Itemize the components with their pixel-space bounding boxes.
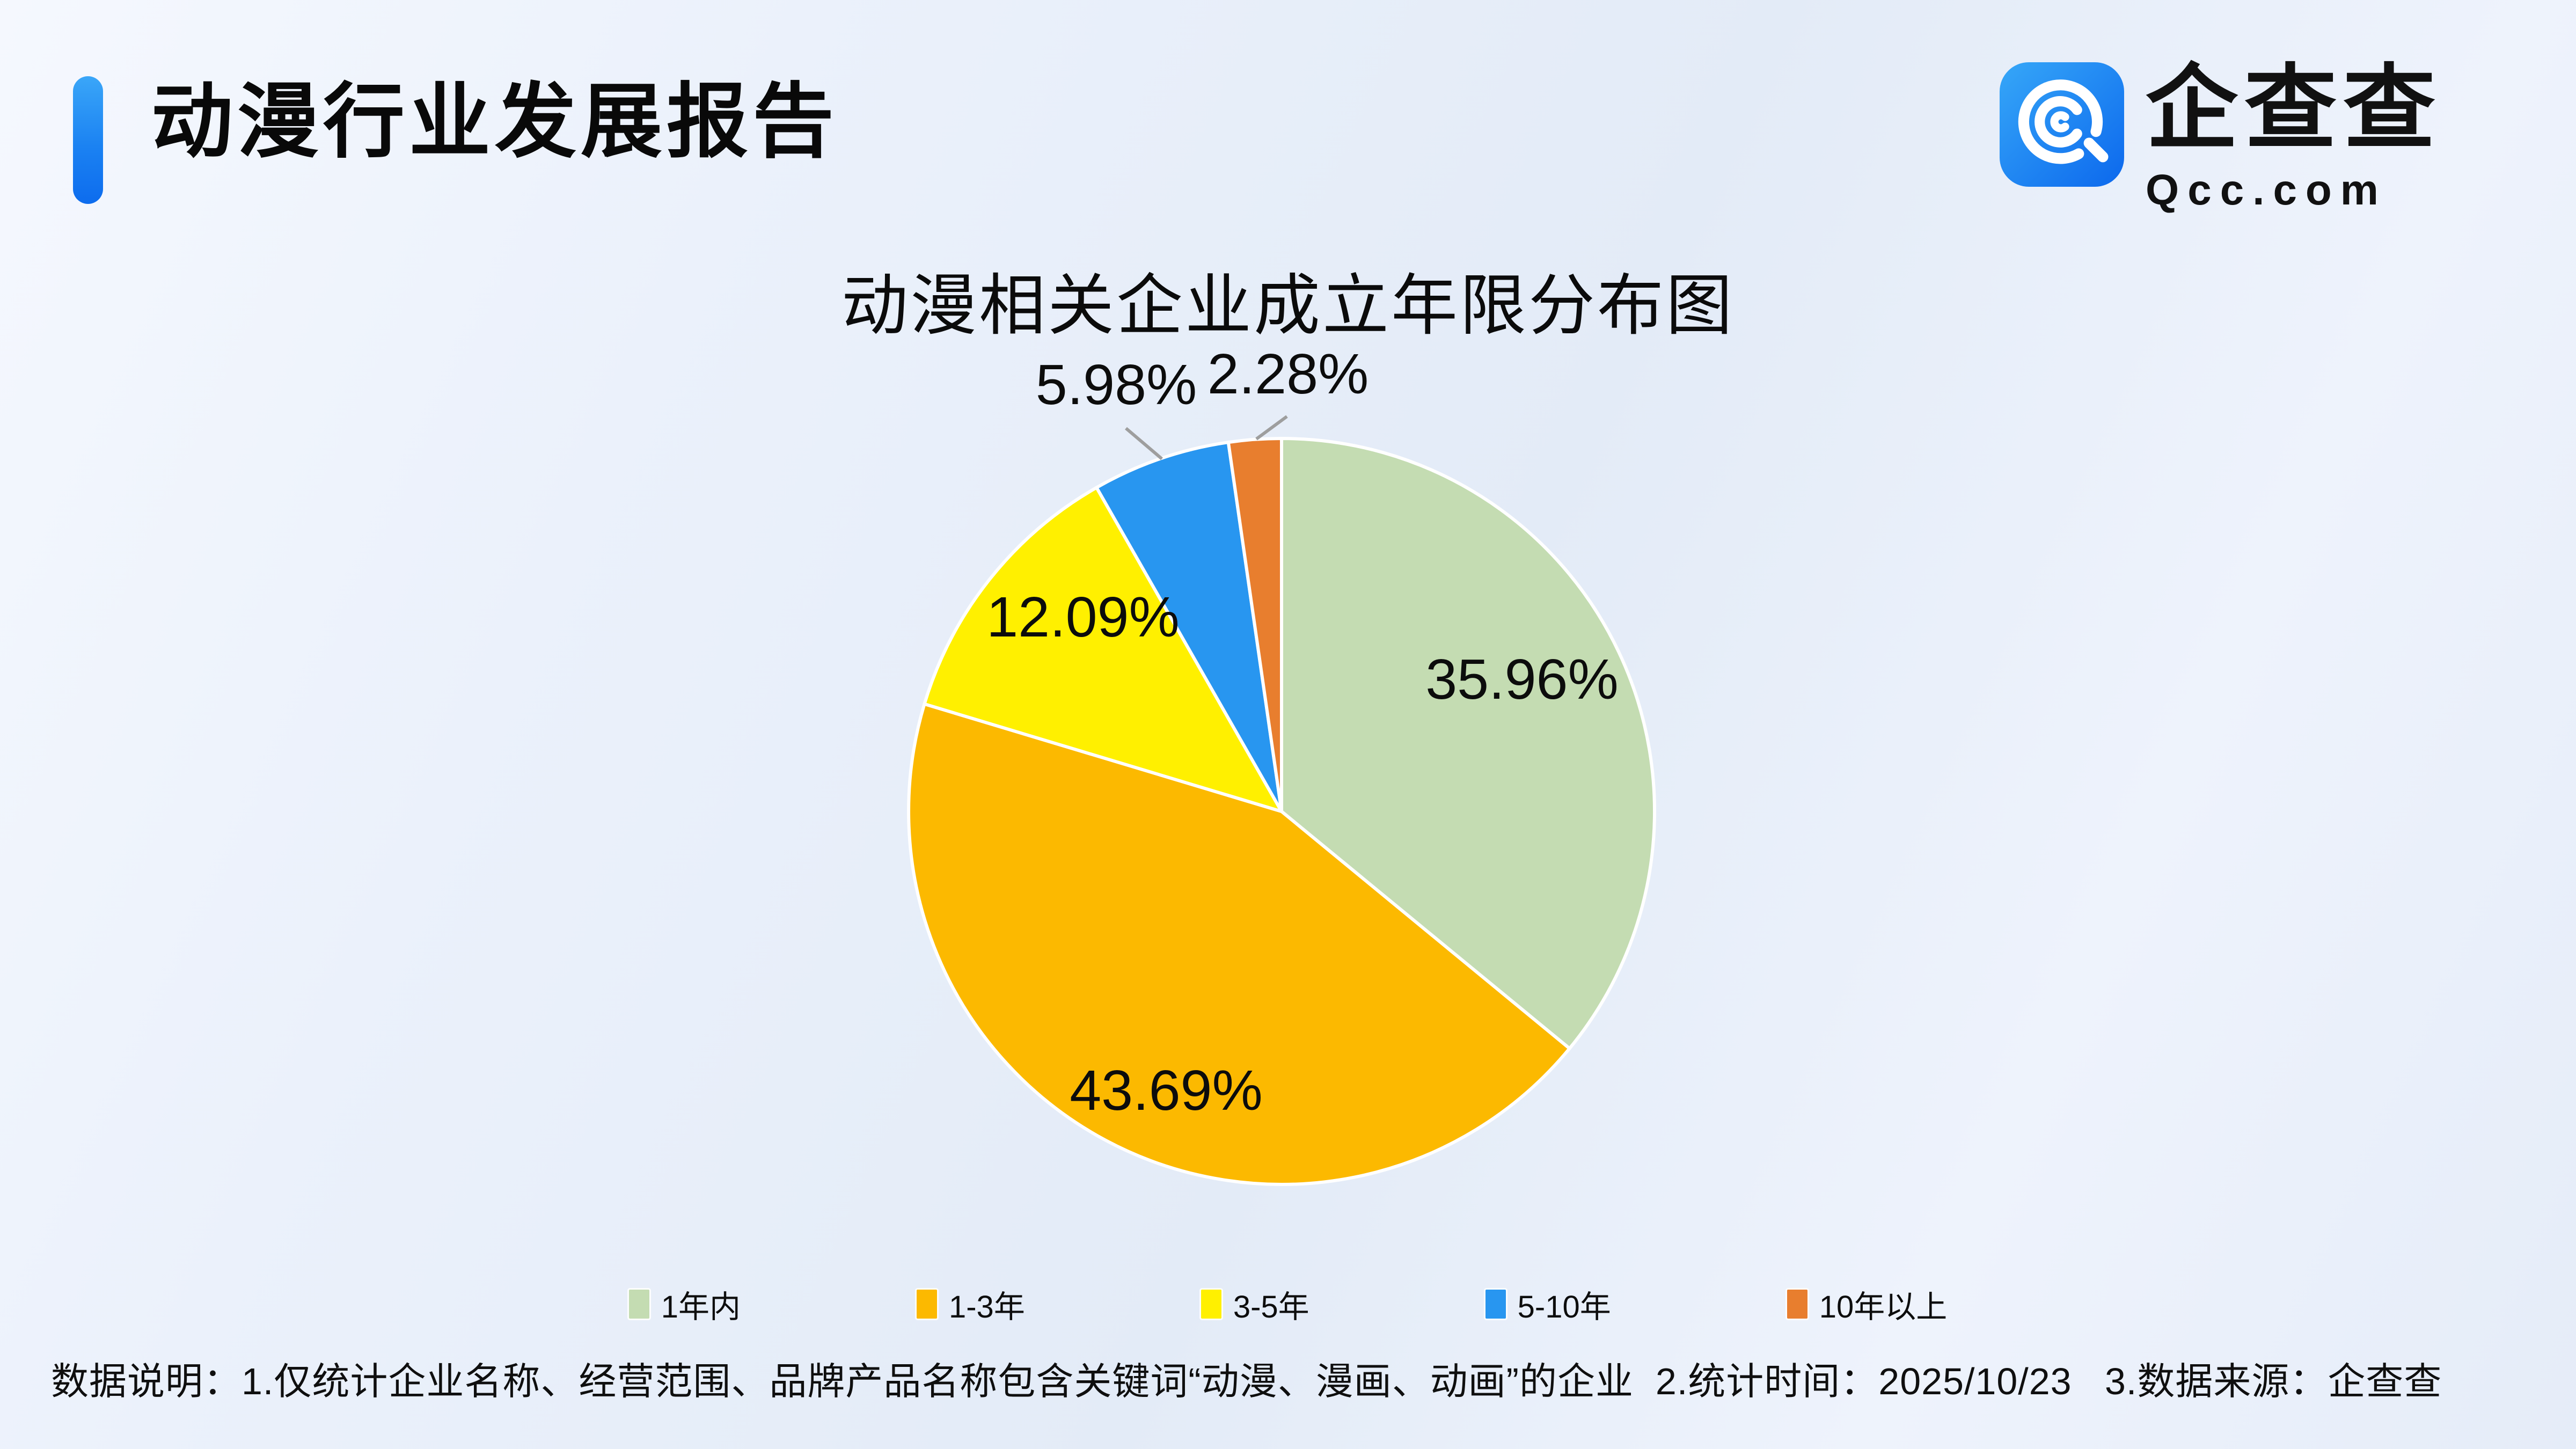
pie-label-1年内: 35.96%: [1425, 648, 1619, 711]
pie-slice-3-5年: [923, 486, 1283, 813]
legend-swatch-1年内: [628, 1290, 649, 1319]
pie-slice-10年以上: [1226, 436, 1283, 813]
qcc-logo: 企查查 Qcc.com: [2000, 62, 2442, 211]
legend-swatch-3-5年: [1201, 1290, 1221, 1319]
legend-label-10年以上: 10年以上: [1819, 1290, 1948, 1324]
logo-inner-arc: [2050, 111, 2069, 133]
leader-line-10年以上: [1255, 415, 1288, 441]
qcc-logo-icon: [2000, 62, 2124, 187]
pie-label-5-10年: 5.98%: [1036, 353, 1197, 416]
logo-middle-arc: [2035, 96, 2082, 148]
pie-slice-1-3年: [907, 702, 1571, 1186]
legend-swatch-5-10年: [1485, 1290, 1506, 1319]
header-accent-bar: [73, 76, 103, 204]
logo-outer-arc: [2018, 79, 2103, 164]
logo-domain: Qcc.com: [2146, 166, 2387, 214]
logo-q-tail: [2083, 137, 2109, 163]
legend-label-3-5年: 3-5年: [1233, 1290, 1309, 1324]
legend-swatch-1-3年: [916, 1290, 937, 1319]
legend-swatch-10年以上: [1787, 1290, 1807, 1319]
legend-label-1-3年: 1-3年: [948, 1290, 1025, 1324]
legend-label-1年内: 1年内: [661, 1290, 741, 1324]
legend-item-1-3年: 1-3年: [916, 1282, 1025, 1327]
legend-label-5-10年: 5-10年: [1517, 1290, 1611, 1324]
logo-text: 企查查 Qcc.com: [2146, 62, 2442, 211]
legend-item-1年内: 1年内: [628, 1282, 741, 1327]
chart-legend: 1年内 1-3年 3-5年 5-10年 10年以上: [0, 1282, 2576, 1327]
pie-slice-1年内: [1280, 437, 1657, 1050]
legend-item-3-5年: 3-5年: [1201, 1282, 1309, 1327]
data-notes: 数据说明：1.仅统计企业名称、经营范围、品牌产品名称包含关键词“动漫、漫画、动画…: [51, 1360, 2442, 1402]
logo-brand-name: 企查查: [2146, 57, 2442, 160]
leader-line-5-10年: [1125, 427, 1163, 460]
legend-item-5-10年: 5-10年: [1485, 1282, 1611, 1327]
pie-label-3-5年: 12.09%: [986, 586, 1180, 649]
chart-title: 动漫相关企业成立年限分布图: [841, 269, 1735, 343]
legend-item-10年以上: 10年以上: [1787, 1282, 1948, 1327]
report-title: 动漫行业发展报告: [151, 76, 838, 167]
pie-label-10年以上: 2.28%: [1208, 342, 1369, 406]
pie-label-1-3年: 43.69%: [1070, 1059, 1263, 1122]
